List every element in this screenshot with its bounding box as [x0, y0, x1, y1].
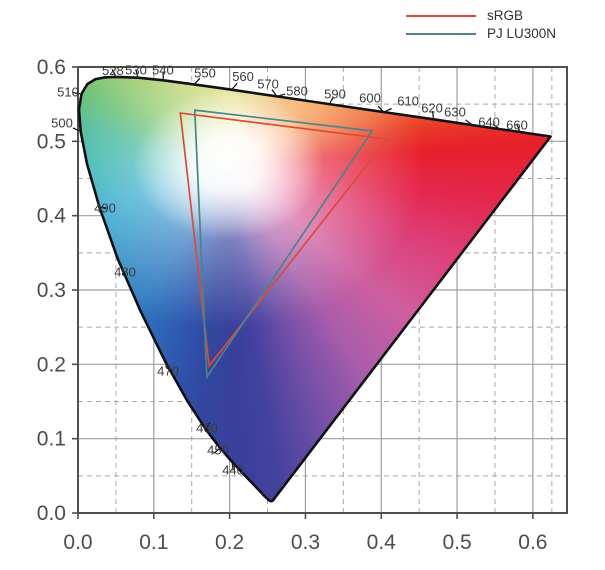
y-axis-tick-labels: 0.0 0.1 0.2 0.3 0.4 0.5 0.6: [37, 56, 67, 525]
wavelength-labels: 528 530 540 550 560 570 580 590 600 610 620 630 640 6…: [51, 62, 528, 477]
wavelength-label-610: 610: [397, 93, 419, 108]
srgb-line-swatch: [406, 14, 476, 17]
wavelength-label-490: 490: [94, 200, 116, 215]
wavelength-label-640: 640: [478, 114, 500, 129]
x-tick-label-0.5: 0.5: [442, 531, 471, 554]
wavelength-label-510: 510: [57, 84, 79, 99]
wavelength-label-560: 560: [232, 69, 254, 84]
axis-ticks: [72, 66, 534, 519]
x-axis-tick-labels: 0.0 0.1 0.2 0.3 0.4 0.5 0.6: [63, 531, 547, 554]
wavelength-label-480: 480: [114, 264, 136, 279]
spectral-locus-outline: [77, 75, 552, 503]
legend-item-pj-lu300n: PJ LU300N: [406, 26, 556, 41]
wavelength-label-450: 450: [207, 442, 229, 457]
wavelength-label-630: 630: [444, 104, 466, 119]
srgb-gamut-triangle: [179, 112, 389, 368]
y-tick-label-0.2: 0.2: [37, 353, 66, 376]
pj-lu300n-gamut-triangle: [193, 109, 374, 380]
y-tick-label-0.1: 0.1: [37, 428, 66, 451]
wavelength-label-580: 580: [286, 83, 308, 98]
y-tick-label-0.5: 0.5: [37, 130, 66, 153]
wavelength-label-570: 570: [257, 77, 279, 92]
y-tick-label-0.4: 0.4: [37, 205, 67, 228]
y-tick-label-0.3: 0.3: [37, 279, 66, 302]
pj-lu300n-line-swatch: [406, 32, 476, 35]
wavelength-label-460: 460: [196, 420, 218, 435]
wavelength-label-530: 530: [125, 62, 147, 77]
x-tick-label-0.1: 0.1: [139, 531, 168, 554]
x-tick-label-0.2: 0.2: [215, 531, 244, 554]
x-tick-label-0.3: 0.3: [291, 531, 320, 554]
legend: sRGB PJ LU300N: [406, 8, 556, 41]
x-tick-label-0.4: 0.4: [367, 531, 397, 554]
wavelength-label-500: 500: [51, 115, 73, 130]
wavelength-label-590: 590: [324, 86, 346, 101]
legend-label-pj-lu300n: PJ LU300N: [487, 26, 557, 41]
x-tick-label-0.0: 0.0: [63, 531, 92, 554]
wavelength-label-528: 528: [102, 63, 124, 78]
wavelength-label-620: 620: [421, 100, 443, 115]
wavelength-label-440: 440: [222, 462, 244, 477]
legend-item-srgb: sRGB: [406, 8, 556, 23]
wavelength-label-550: 550: [194, 65, 216, 80]
wavelength-label-470: 470: [157, 363, 179, 378]
y-tick-label-0.0: 0.0: [37, 502, 66, 525]
legend-label-srgb: sRGB: [487, 8, 524, 23]
wavelength-label-660: 660: [506, 117, 528, 132]
wavelength-label-600: 600: [359, 90, 381, 105]
y-tick-label-0.6: 0.6: [37, 56, 66, 79]
wavelength-ticks: [72, 69, 521, 471]
wavelength-label-540: 540: [152, 62, 174, 77]
x-tick-label-0.6: 0.6: [518, 531, 547, 554]
